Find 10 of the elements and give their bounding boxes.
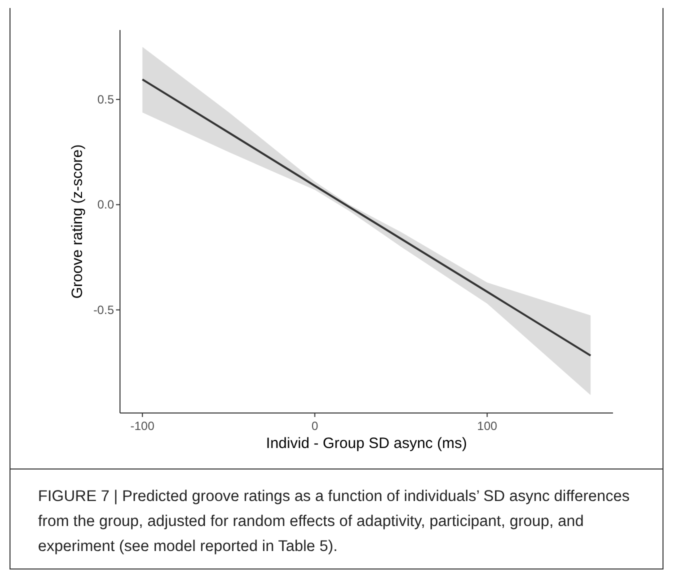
y-tick-label: 0.5 [97, 92, 114, 106]
line-series [141, 78, 592, 357]
x-tick-label: -100 [130, 419, 155, 433]
y-axis-title: Groove rating (z-score) [69, 144, 86, 299]
x-tick-label: 100 [477, 419, 498, 433]
caption: FIGURE 7 | Predicted groove ratings as a function of individuals’ SD async differences from the group, adjusted for random effects of adaptivity, participant, group, and experiment (see model reported in Table 5). [38, 488, 630, 555]
x-tick-label: 0 [311, 419, 318, 433]
x-axis-title: Individ - Group SD async (ms) [266, 435, 467, 452]
y-tick-label: 0.0 [97, 198, 114, 212]
y-tick-label: -0.5 [93, 302, 114, 317]
